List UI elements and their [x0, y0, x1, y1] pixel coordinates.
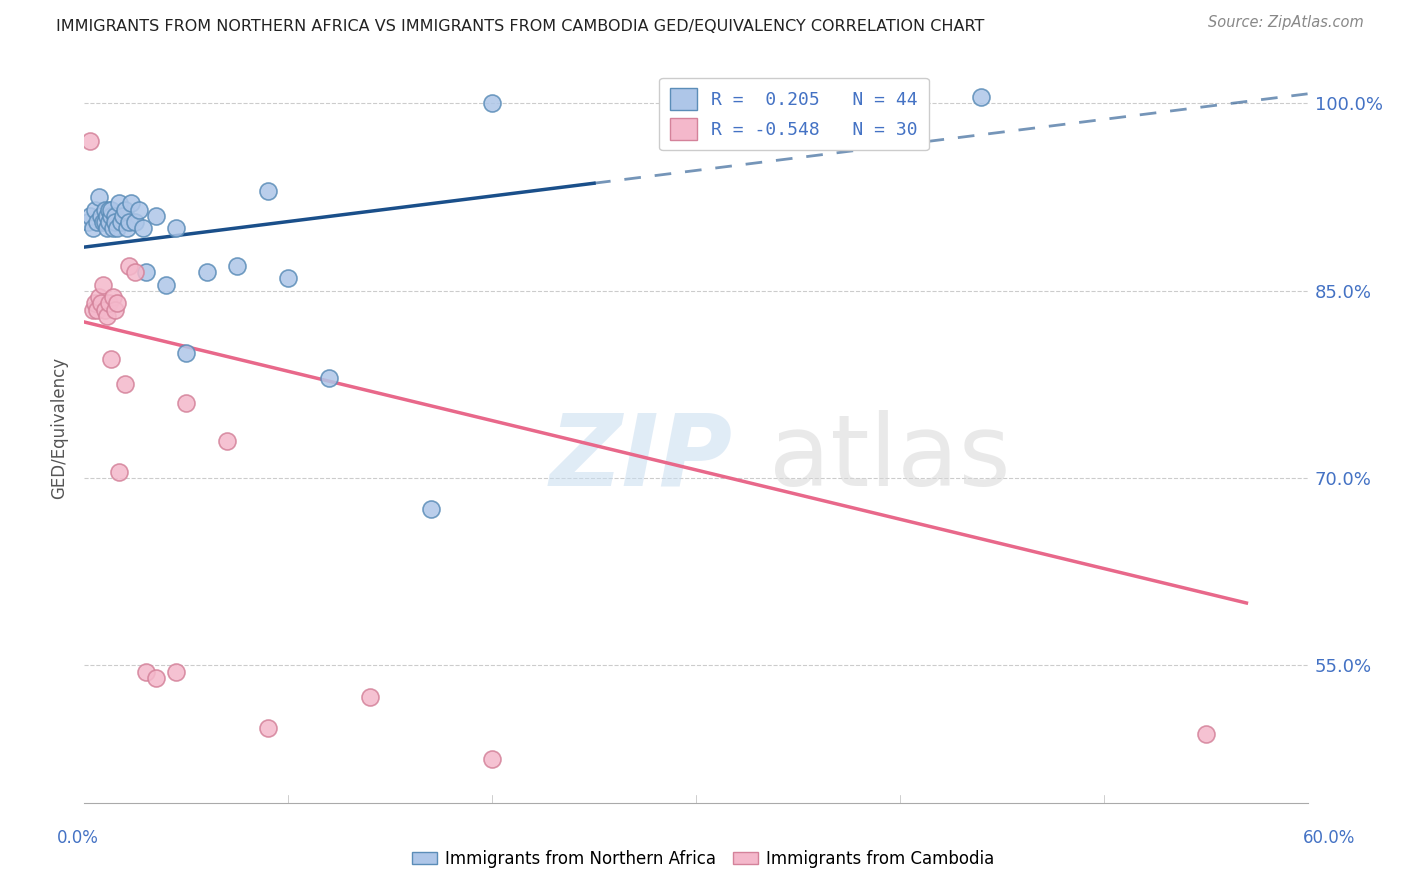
- Y-axis label: GED/Equivalency: GED/Equivalency: [51, 357, 69, 500]
- Point: [481, 752, 503, 766]
- Point: [195, 265, 218, 279]
- Text: atlas: atlas: [769, 409, 1011, 507]
- Legend: R =  0.205   N = 44, R = -0.548   N = 30: R = 0.205 N = 44, R = -0.548 N = 30: [659, 78, 929, 151]
- Point: [118, 259, 141, 273]
- Point: [77, 215, 100, 229]
- Point: [420, 502, 443, 516]
- Point: [135, 665, 157, 679]
- Point: [101, 290, 124, 304]
- Point: [82, 302, 104, 317]
- Text: 0.0%: 0.0%: [56, 829, 98, 847]
- Point: [79, 134, 101, 148]
- Point: [97, 215, 120, 229]
- Point: [83, 202, 105, 217]
- Point: [87, 290, 110, 304]
- Point: [100, 202, 122, 217]
- Point: [104, 215, 127, 229]
- Point: [86, 215, 108, 229]
- Point: [97, 296, 120, 310]
- Point: [110, 215, 132, 229]
- Point: [257, 721, 280, 735]
- Point: [105, 296, 128, 310]
- Point: [96, 209, 118, 223]
- Point: [79, 209, 101, 223]
- Point: [174, 396, 197, 410]
- Text: 60.0%: 60.0%: [1302, 829, 1355, 847]
- Point: [685, 134, 707, 148]
- Point: [83, 296, 105, 310]
- Text: ZIP: ZIP: [550, 409, 733, 507]
- Point: [101, 221, 124, 235]
- Point: [145, 671, 167, 685]
- Point: [90, 209, 112, 223]
- Point: [90, 296, 112, 310]
- Point: [82, 221, 104, 235]
- Point: [217, 434, 239, 448]
- Point: [257, 184, 280, 198]
- Point: [481, 96, 503, 111]
- Text: IMMIGRANTS FROM NORTHERN AFRICA VS IMMIGRANTS FROM CAMBODIA GED/EQUIVALENCY CORR: IMMIGRANTS FROM NORTHERN AFRICA VS IMMIG…: [56, 20, 984, 34]
- Point: [91, 215, 114, 229]
- Point: [100, 352, 122, 367]
- Point: [115, 221, 138, 235]
- Point: [108, 196, 131, 211]
- Point: [970, 90, 993, 104]
- Point: [145, 209, 167, 223]
- Point: [318, 371, 340, 385]
- Point: [165, 665, 187, 679]
- Point: [420, 839, 443, 854]
- Point: [155, 277, 177, 292]
- Point: [105, 221, 128, 235]
- Point: [114, 202, 136, 217]
- Point: [118, 215, 141, 229]
- Point: [100, 209, 122, 223]
- Point: [226, 259, 249, 273]
- Point: [120, 196, 142, 211]
- Point: [93, 202, 115, 217]
- Legend: Immigrants from Northern Africa, Immigrants from Cambodia: Immigrants from Northern Africa, Immigra…: [405, 844, 1001, 875]
- Point: [87, 190, 110, 204]
- Point: [93, 302, 115, 317]
- Point: [1195, 727, 1218, 741]
- Text: Source: ZipAtlas.com: Source: ZipAtlas.com: [1208, 15, 1364, 29]
- Point: [112, 209, 135, 223]
- Point: [91, 277, 114, 292]
- Point: [165, 221, 187, 235]
- Point: [174, 346, 197, 360]
- Point: [128, 202, 150, 217]
- Point: [277, 271, 299, 285]
- Point: [359, 690, 381, 704]
- Point: [135, 265, 157, 279]
- Point: [104, 209, 127, 223]
- Point: [96, 221, 118, 235]
- Point: [104, 302, 127, 317]
- Point: [108, 465, 131, 479]
- Point: [97, 202, 120, 217]
- Point: [96, 309, 118, 323]
- Point: [86, 302, 108, 317]
- Point: [114, 377, 136, 392]
- Point: [93, 215, 115, 229]
- Point: [132, 221, 155, 235]
- Point: [124, 215, 146, 229]
- Point: [124, 265, 146, 279]
